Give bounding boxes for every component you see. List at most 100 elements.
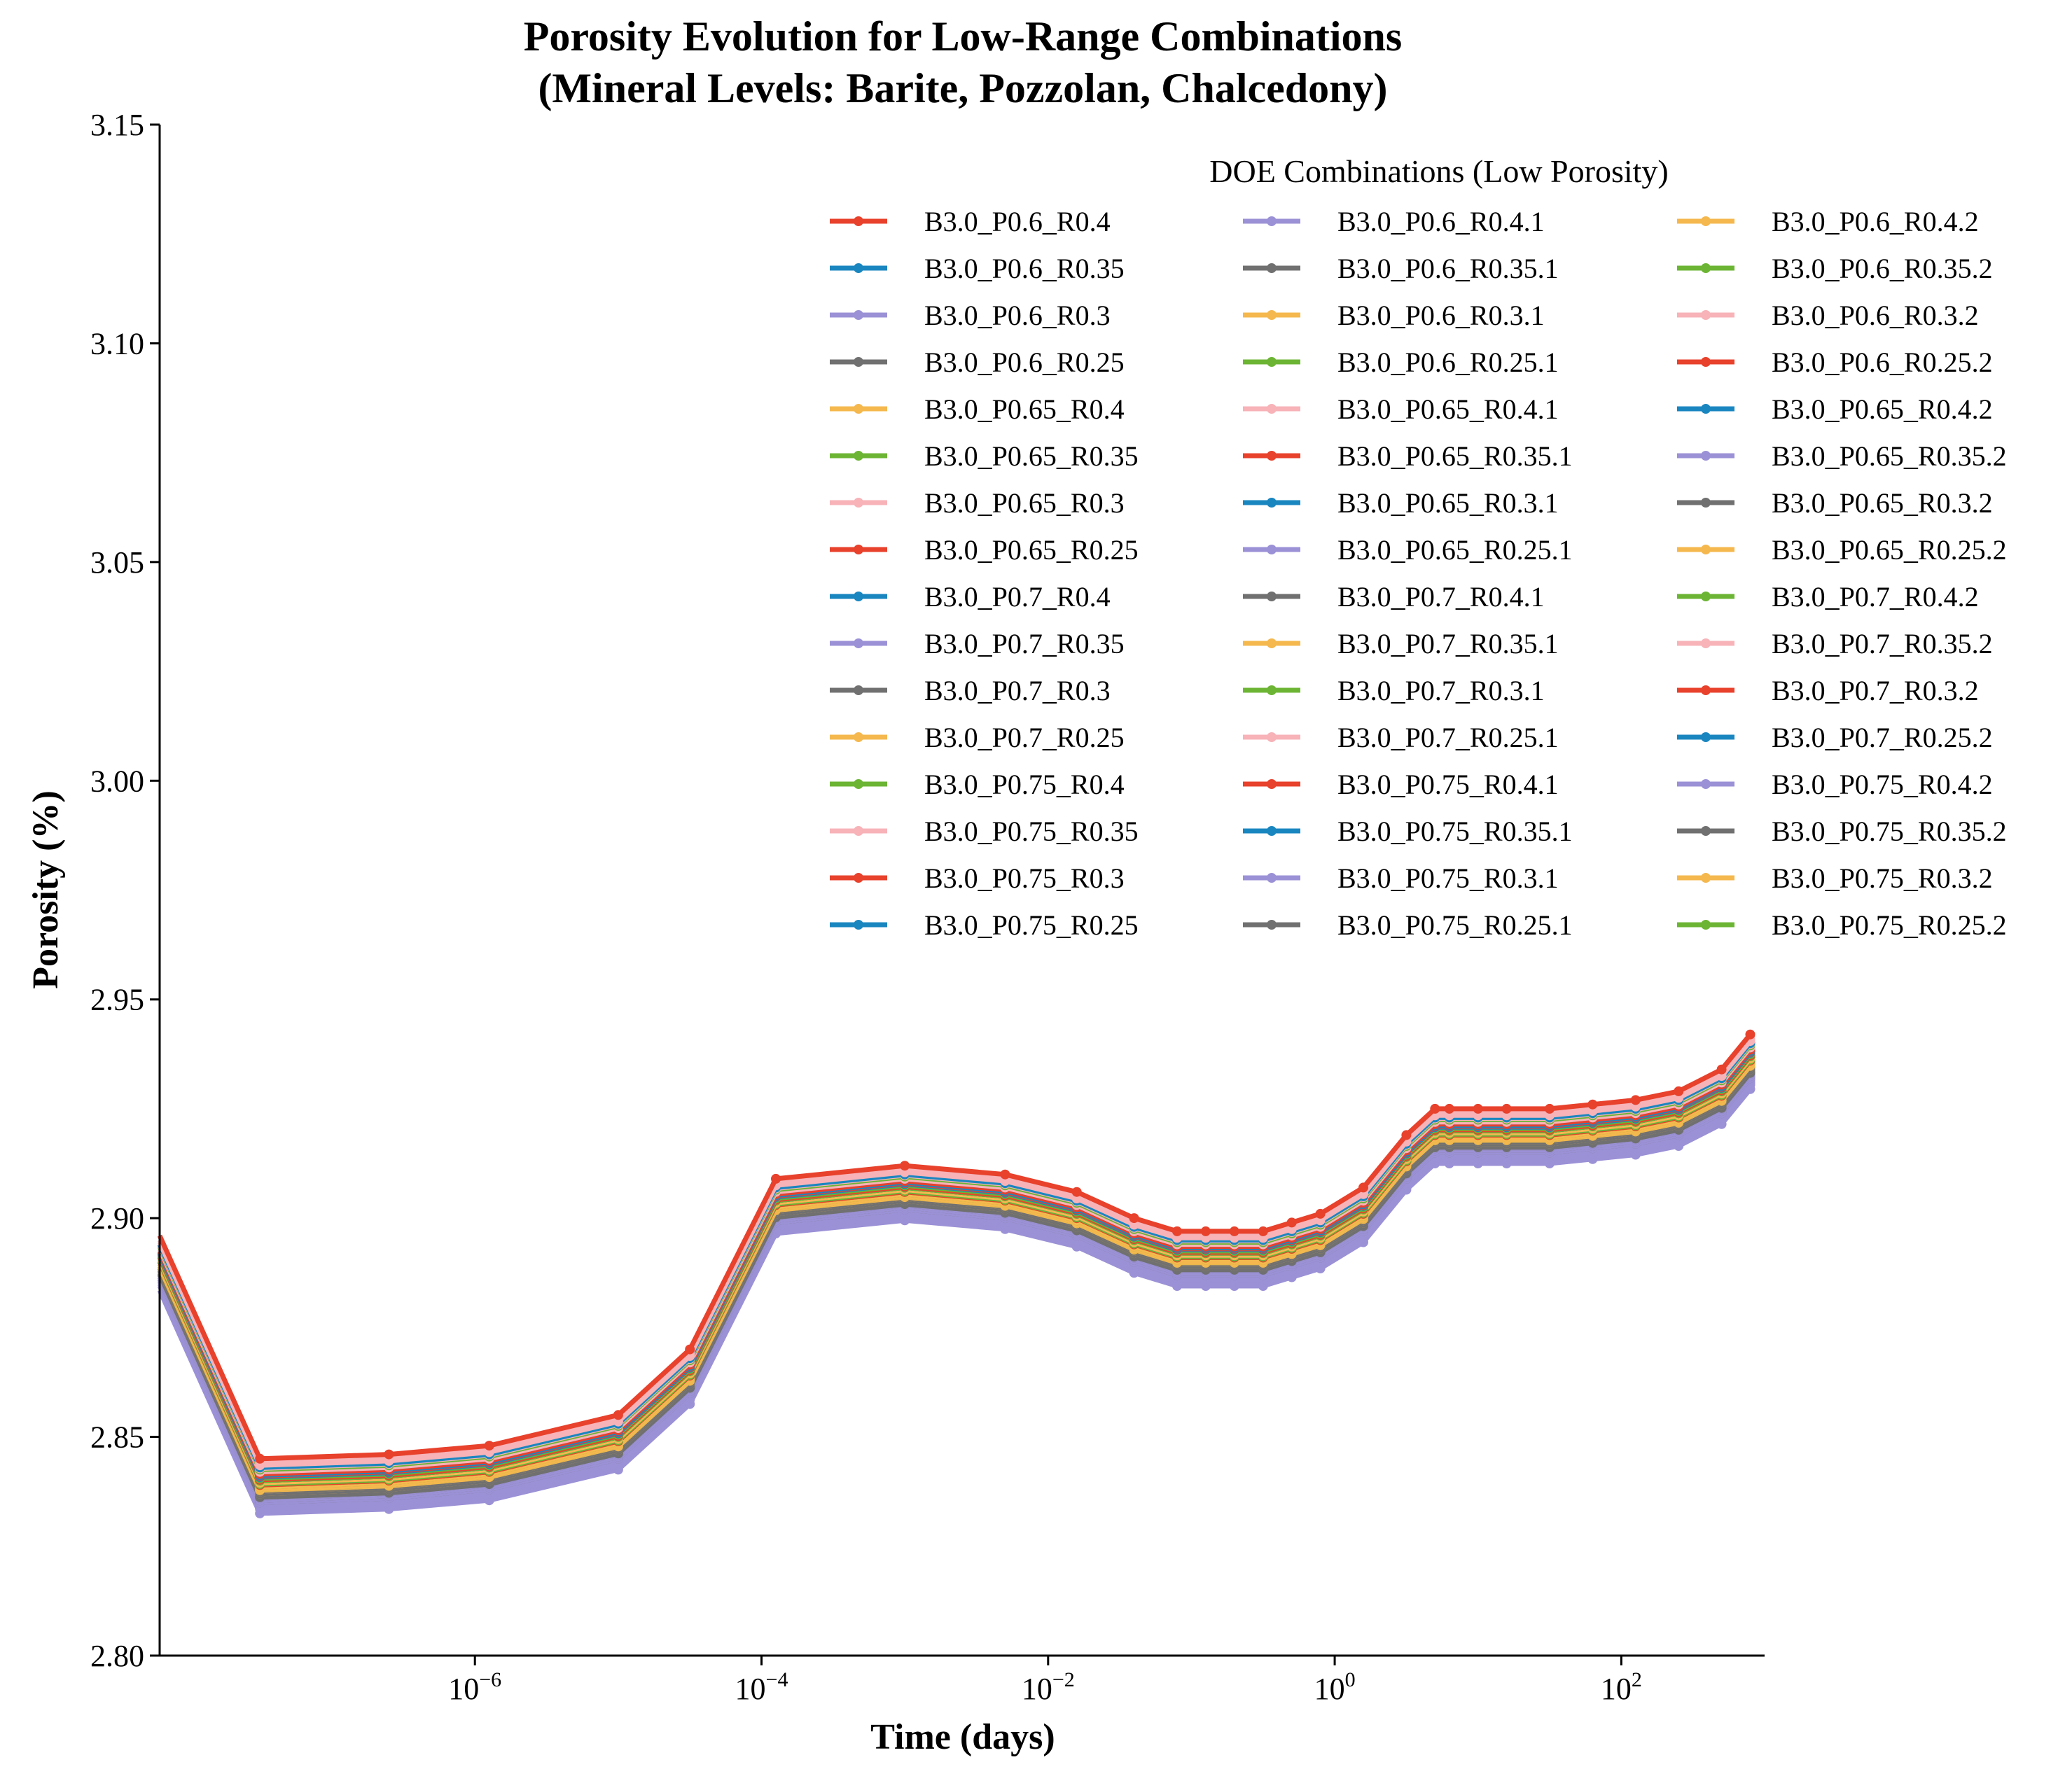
legend-marker bbox=[1267, 357, 1277, 367]
legend-marker bbox=[1267, 826, 1277, 836]
legend-label: B3.0_P0.7_R0.35.1 bbox=[1337, 628, 1559, 659]
legend-item: B3.0_P0.65_R0.4.1 bbox=[1243, 393, 1559, 425]
legend-item: B3.0_P0.6_R0.3 bbox=[830, 300, 1111, 331]
data-point bbox=[900, 1161, 910, 1171]
legend-item: B3.0_P0.7_R0.3.2 bbox=[1677, 675, 1979, 706]
legend-marker bbox=[1701, 451, 1711, 461]
legend-label: B3.0_P0.6_R0.4.1 bbox=[1337, 206, 1545, 237]
legend-label: B3.0_P0.7_R0.4.1 bbox=[1337, 581, 1545, 613]
data-point bbox=[1315, 1208, 1326, 1219]
legend-item: B3.0_P0.7_R0.4.2 bbox=[1677, 581, 1979, 613]
legend-item: B3.0_P0.65_R0.4 bbox=[830, 393, 1125, 425]
legend-label: B3.0_P0.75_R0.35 bbox=[924, 816, 1139, 847]
legend-marker bbox=[1701, 873, 1711, 883]
series-B3.0_P0.75_R0.35 bbox=[157, 1034, 1755, 1469]
y-axis-ticks: 2.80 2.85 2.90 2.95 3.00 3.05 3.10 3.15 bbox=[90, 108, 160, 1673]
y-tick-label: 3.00 bbox=[90, 764, 144, 798]
legend-item: B3.0_P0.75_R0.35.1 bbox=[1243, 816, 1573, 847]
legend-label: B3.0_P0.6_R0.25.2 bbox=[1772, 347, 1993, 378]
legend-label: B3.0_P0.75_R0.25.1 bbox=[1337, 909, 1573, 941]
legend-item: B3.0_P0.6_R0.3.1 bbox=[1243, 300, 1545, 331]
legend-marker bbox=[1701, 592, 1711, 601]
legend-label: B3.0_P0.7_R0.35.2 bbox=[1772, 628, 1993, 659]
legend-label: B3.0_P0.65_R0.4.1 bbox=[1337, 393, 1559, 425]
legend-marker bbox=[1701, 216, 1711, 226]
legend-item: B3.0_P0.65_R0.3.2 bbox=[1677, 487, 1993, 519]
series-B3.0_P0.65_R0.3.1 bbox=[157, 1038, 1755, 1473]
series-line bbox=[157, 1039, 1753, 1468]
legend-item: B3.0_P0.6_R0.35.1 bbox=[1243, 253, 1559, 284]
legend-label: B3.0_P0.65_R0.25 bbox=[924, 534, 1139, 566]
legend-label: B3.0_P0.75_R0.25.2 bbox=[1772, 909, 2007, 941]
data-point bbox=[1587, 1099, 1598, 1110]
legend-item: B3.0_P0.7_R0.3 bbox=[830, 675, 1111, 706]
legend-label: B3.0_P0.7_R0.3.2 bbox=[1772, 675, 1979, 706]
legend-label: B3.0_P0.65_R0.35 bbox=[924, 440, 1139, 472]
series-B3.0_P0.7_R0.35.2 bbox=[157, 1039, 1755, 1474]
data-point bbox=[1716, 1064, 1727, 1075]
legend-label: B3.0_P0.7_R0.4 bbox=[924, 581, 1111, 613]
legend-marker bbox=[1701, 638, 1711, 648]
legend-label: B3.0_P0.75_R0.3 bbox=[924, 862, 1125, 894]
legend-marker bbox=[1701, 545, 1711, 554]
legend-label: B3.0_P0.6_R0.4 bbox=[924, 206, 1111, 237]
legend-marker bbox=[854, 404, 863, 414]
legend-item: B3.0_P0.6_R0.35 bbox=[830, 253, 1125, 284]
legend-item: B3.0_P0.6_R0.25.1 bbox=[1243, 347, 1559, 378]
legend-marker bbox=[854, 920, 863, 930]
legend-marker bbox=[1267, 545, 1277, 554]
data-point bbox=[771, 1173, 781, 1184]
data-point bbox=[1172, 1226, 1182, 1236]
legend-item: B3.0_P0.75_R0.3 bbox=[830, 862, 1125, 894]
legend-label: B3.0_P0.65_R0.3 bbox=[924, 487, 1125, 519]
legend-marker bbox=[1701, 920, 1711, 930]
legend-marker bbox=[854, 826, 863, 836]
legend-item: B3.0_P0.65_R0.4.2 bbox=[1677, 393, 1993, 425]
legend-marker bbox=[1267, 592, 1277, 601]
legend-item: B3.0_P0.75_R0.25.1 bbox=[1243, 909, 1573, 941]
legend-marker bbox=[1267, 498, 1277, 508]
series-line bbox=[157, 1037, 1753, 1466]
legend-item: B3.0_P0.65_R0.35.2 bbox=[1677, 440, 2007, 472]
legend-item: B3.0_P0.75_R0.35 bbox=[830, 816, 1139, 847]
data-point bbox=[1630, 1095, 1641, 1105]
data-point bbox=[1674, 1086, 1684, 1096]
legend-label: B3.0_P0.6_R0.3 bbox=[924, 300, 1111, 331]
data-point bbox=[1545, 1103, 1555, 1114]
data-point bbox=[1258, 1226, 1268, 1236]
data-point bbox=[1071, 1187, 1082, 1197]
legend-item: B3.0_P0.75_R0.25.2 bbox=[1677, 909, 2007, 941]
legend-marker bbox=[1701, 732, 1711, 742]
legend-label: B3.0_P0.75_R0.4.2 bbox=[1772, 769, 1993, 800]
legend-label: B3.0_P0.65_R0.3.2 bbox=[1772, 487, 1993, 519]
legend-label: B3.0_P0.75_R0.3.1 bbox=[1337, 862, 1559, 894]
data-point bbox=[1200, 1226, 1211, 1236]
legend-item: B3.0_P0.75_R0.4.2 bbox=[1677, 769, 1993, 800]
data-point bbox=[1401, 1130, 1412, 1140]
series-B3.0_P0.6_R0.3.2 bbox=[157, 1036, 1755, 1471]
y-tick-label: 3.10 bbox=[90, 326, 144, 361]
legend-item: B3.0_P0.75_R0.3.1 bbox=[1243, 862, 1559, 894]
data-point bbox=[1000, 1169, 1010, 1180]
legend: DOE Combinations (Low Porosity) B3.0_P0.… bbox=[830, 153, 2007, 941]
legend-marker bbox=[854, 498, 863, 508]
legend-label: B3.0_P0.6_R0.25 bbox=[924, 347, 1125, 378]
legend-marker bbox=[1701, 498, 1711, 508]
legend-marker bbox=[854, 732, 863, 742]
series-B3.0_P0.65_R0.3 bbox=[157, 1038, 1755, 1473]
legend-label: B3.0_P0.6_R0.35.1 bbox=[1337, 253, 1559, 284]
y-tick-label: 2.80 bbox=[90, 1639, 144, 1673]
y-tick-label: 2.90 bbox=[90, 1201, 144, 1236]
legend-marker bbox=[854, 545, 863, 554]
legend-item: B3.0_P0.75_R0.35.2 bbox=[1677, 816, 2007, 847]
legend-marker bbox=[1267, 685, 1277, 695]
x-tick-label: 10−2 bbox=[1022, 1668, 1075, 1706]
legend-item: B3.0_P0.65_R0.35.1 bbox=[1243, 440, 1573, 472]
legend-label: B3.0_P0.75_R0.3.2 bbox=[1772, 862, 1993, 894]
legend-marker bbox=[854, 685, 863, 695]
legend-label: B3.0_P0.65_R0.35.2 bbox=[1772, 440, 2007, 472]
legend-label: B3.0_P0.6_R0.3.2 bbox=[1772, 300, 1979, 331]
legend-marker bbox=[1701, 779, 1711, 789]
data-point bbox=[1444, 1103, 1454, 1114]
